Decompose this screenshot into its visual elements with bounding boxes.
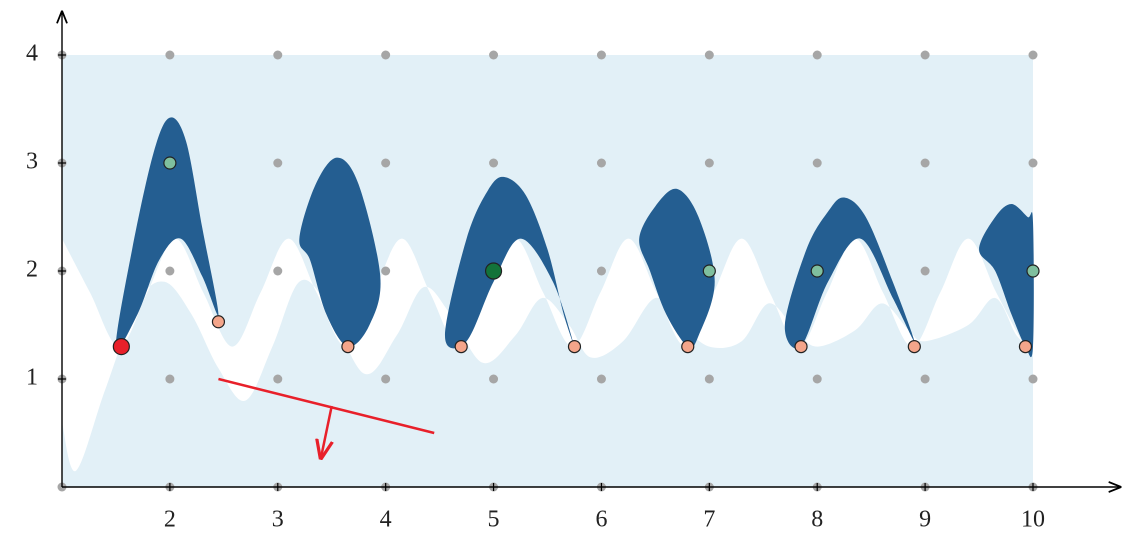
lattice-point	[165, 266, 175, 276]
lattice-point	[704, 50, 714, 60]
y-tick-label: 1	[26, 365, 38, 391]
lobe	[784, 197, 915, 349]
x-tick-label: 9	[919, 507, 931, 533]
x-tick-label: 10	[1021, 507, 1045, 533]
lattice-point	[273, 374, 283, 384]
lobe	[639, 188, 715, 348]
point	[163, 156, 177, 170]
lattice-point	[596, 374, 606, 384]
lobe	[979, 204, 1034, 358]
lattice-point	[812, 158, 822, 168]
cut-arrow	[321, 405, 332, 458]
x-tick-label: 8	[811, 507, 823, 533]
lattice-point	[920, 374, 930, 384]
y-tick-label: 4	[26, 41, 38, 67]
lattice-point	[1028, 158, 1038, 168]
x-tick-label: 6	[595, 507, 607, 533]
lattice-point	[596, 266, 606, 276]
point	[681, 340, 695, 354]
x-tick-label: 3	[272, 507, 284, 533]
lattice-point	[812, 50, 822, 60]
lattice-point	[489, 158, 499, 168]
lattice-point	[165, 374, 175, 384]
lobe	[115, 117, 219, 349]
point	[907, 340, 921, 354]
band	[62, 238, 1033, 472]
lattice-point	[165, 50, 175, 60]
lattice-point	[920, 266, 930, 276]
point	[341, 340, 355, 354]
lattice-point	[596, 50, 606, 60]
lattice-point	[489, 50, 499, 60]
lattice-point	[381, 266, 391, 276]
lattice-point	[704, 374, 714, 384]
lattice-point	[381, 374, 391, 384]
point	[211, 315, 226, 329]
x-tick-label: 2	[164, 507, 176, 533]
lattice-point	[920, 158, 930, 168]
x-tick-label: 4	[380, 507, 392, 533]
lobe	[445, 176, 575, 349]
point	[484, 262, 503, 280]
lattice-point	[812, 374, 822, 384]
lattice-point	[1028, 374, 1038, 384]
point	[810, 264, 824, 278]
lattice-point	[704, 158, 714, 168]
lattice-point	[596, 158, 606, 168]
point	[567, 340, 582, 354]
point	[702, 264, 716, 278]
lattice-point	[273, 50, 283, 60]
point	[794, 340, 808, 354]
lattice-point	[273, 266, 283, 276]
lattice-point	[1028, 50, 1038, 60]
x-tick-label: 5	[488, 507, 500, 533]
lattice-point	[920, 50, 930, 60]
lattice-point	[381, 50, 391, 60]
point	[1018, 340, 1033, 354]
point	[112, 338, 130, 356]
y-tick-label: 2	[26, 257, 38, 283]
y-tick-label: 3	[26, 149, 38, 175]
x-tick-label: 7	[703, 507, 715, 533]
point	[454, 340, 468, 354]
lattice-point	[273, 158, 283, 168]
point	[1026, 264, 1040, 278]
lobe	[299, 157, 381, 347]
lattice-point	[381, 158, 391, 168]
lattice-point	[489, 374, 499, 384]
cut-line	[218, 377, 435, 435]
